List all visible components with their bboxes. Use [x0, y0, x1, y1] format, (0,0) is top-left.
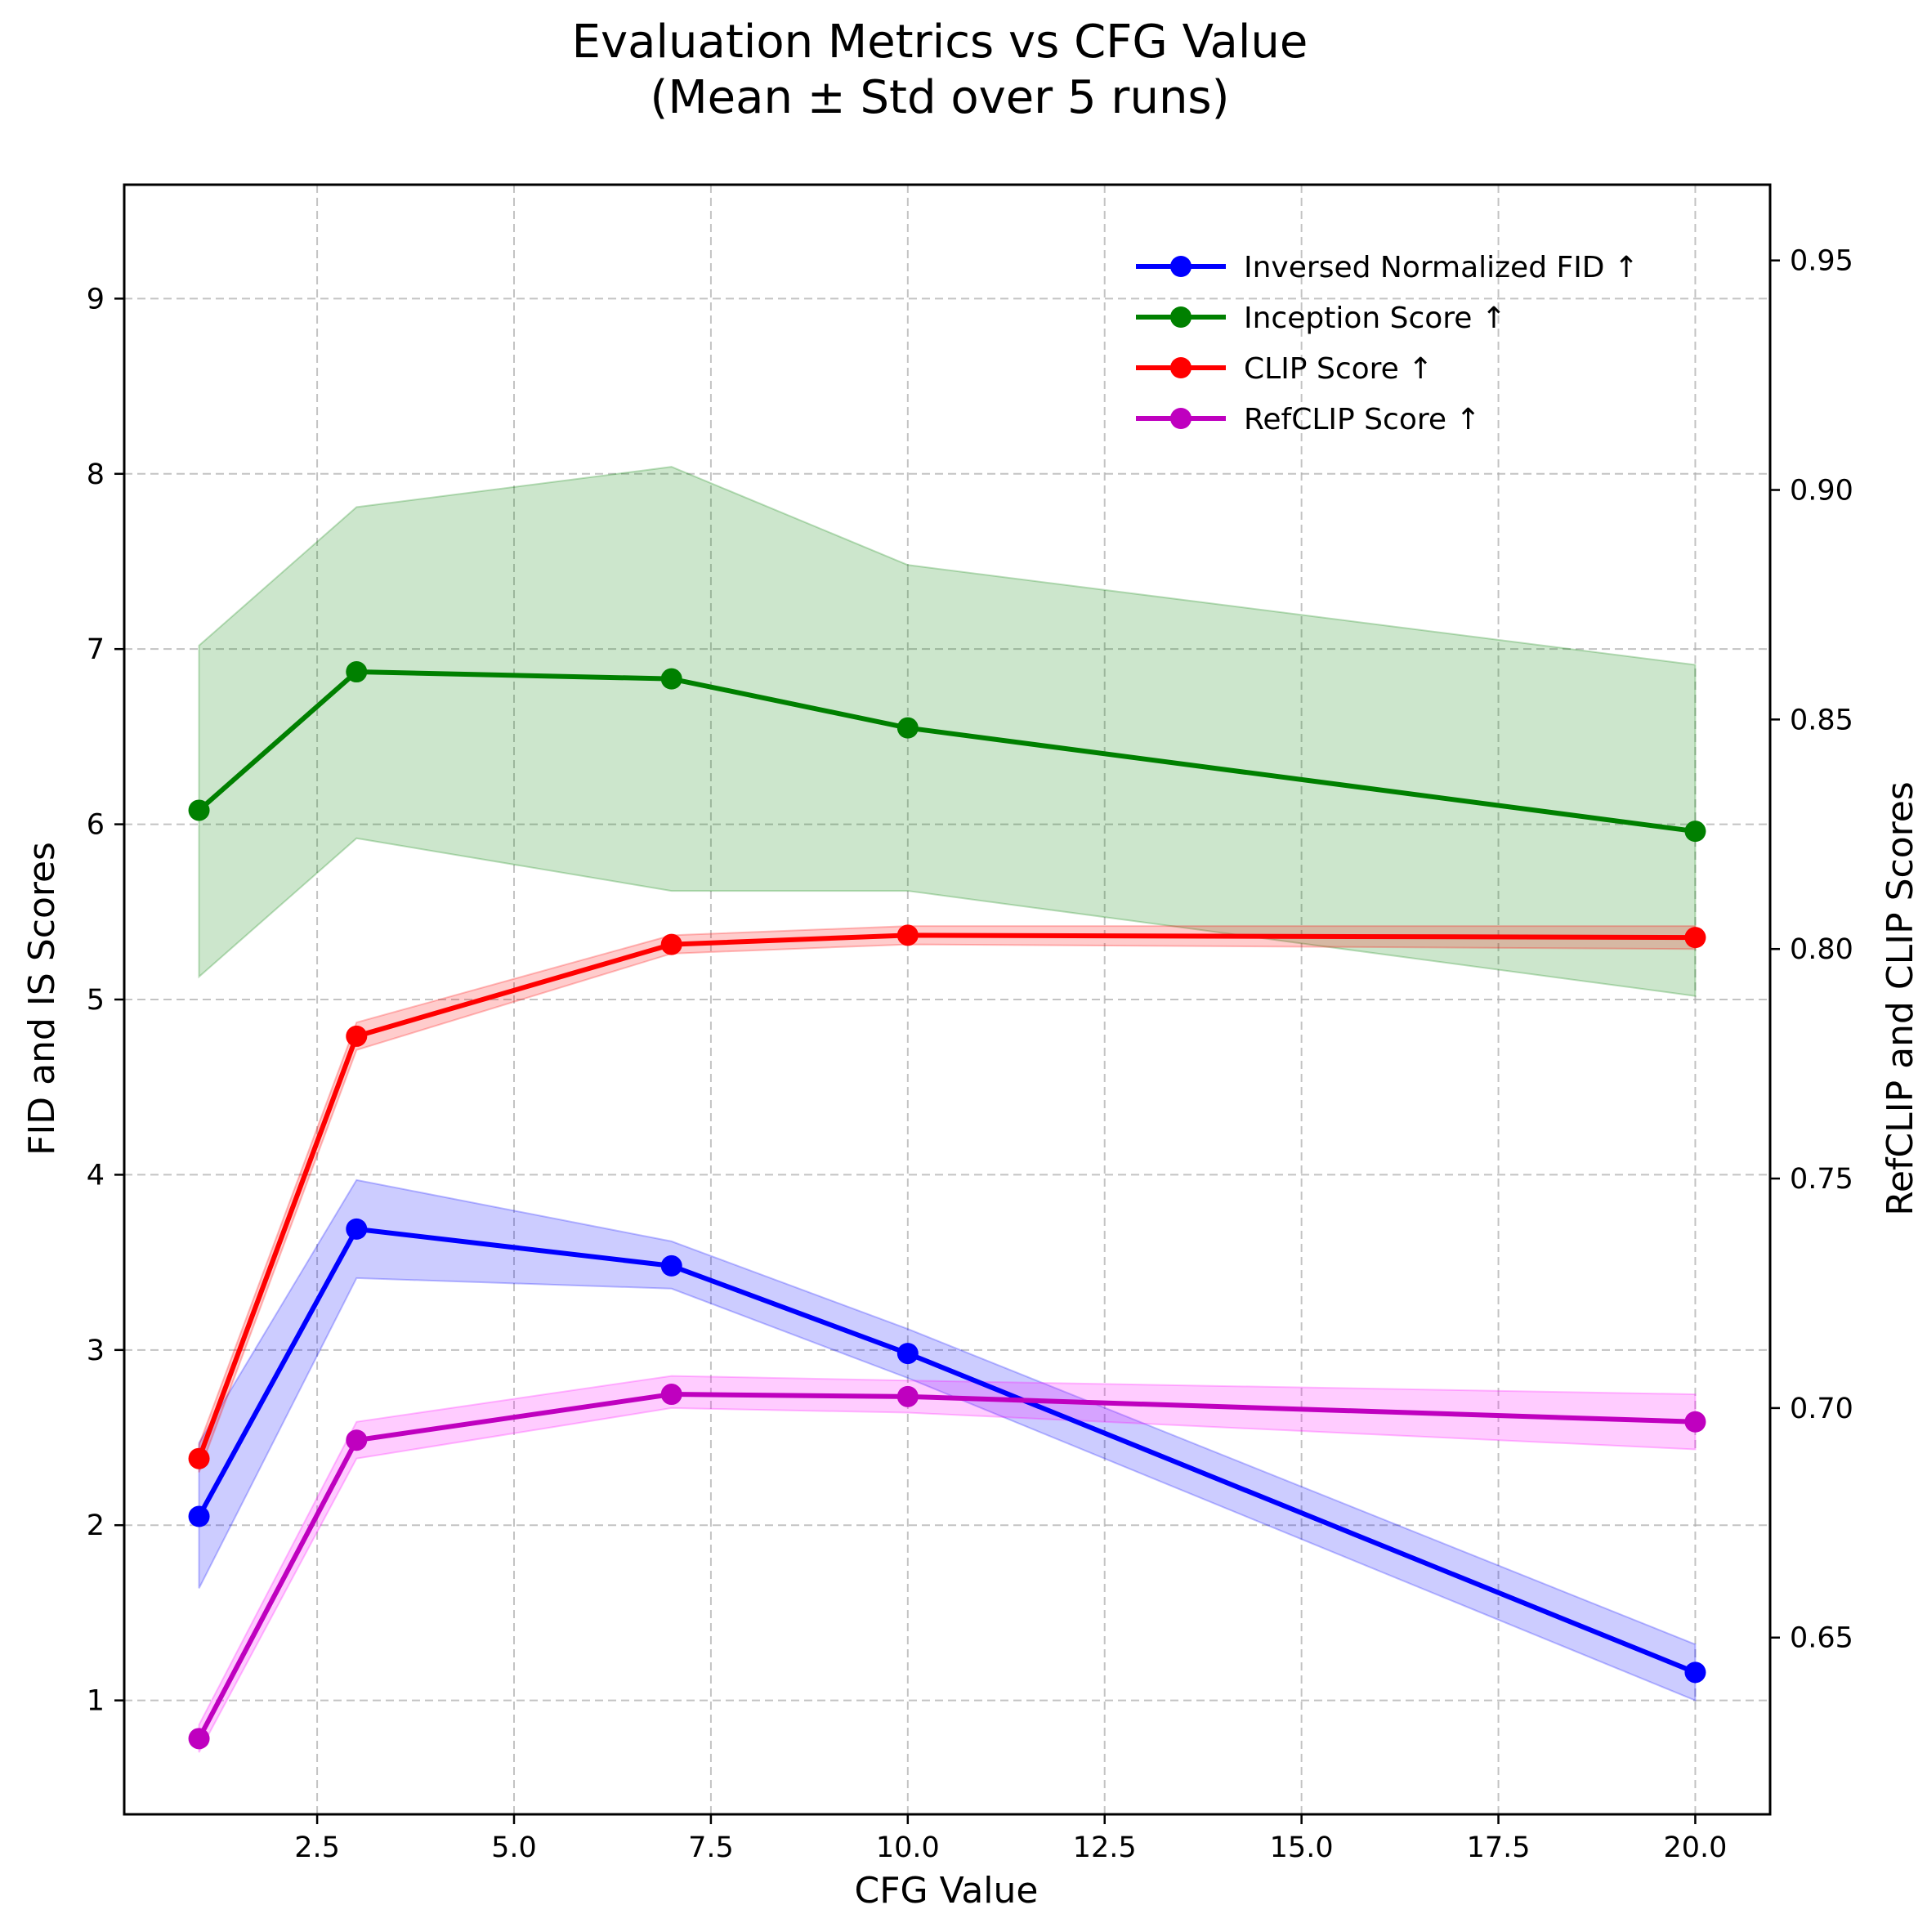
data-point: [1684, 1661, 1706, 1684]
legend-marker: [1170, 408, 1192, 429]
x-tick-label: 17.5: [1467, 1831, 1531, 1864]
y-left-tick-label: 1: [87, 1685, 105, 1718]
x-axis-ticks: 2.5 5.0 7.5 10.0 12.5 15.0 17.5 20.0: [294, 1814, 1727, 1864]
grid: [124, 185, 1770, 1814]
y-left-tick-label: 6: [87, 809, 105, 842]
data-point: [346, 1025, 368, 1047]
y-right-tick-label: 0.75: [1790, 1163, 1853, 1196]
y-right-axis-label: RefCLIP and CLIP Scores: [1880, 781, 1921, 1216]
y-left-tick-label: 3: [87, 1335, 105, 1367]
data-point: [896, 924, 919, 946]
data-point: [346, 661, 368, 683]
y-right-tick-label: 0.70: [1790, 1393, 1853, 1425]
y-left-axis-label: FID and IS Scores: [21, 842, 63, 1156]
y-left-tick-label: 4: [87, 1159, 105, 1192]
y-left-tick-label: 9: [87, 283, 105, 315]
legend-label: Inversed Normalized FID ↑: [1244, 251, 1639, 284]
legend-marker: [1170, 357, 1192, 378]
data-point: [660, 1384, 682, 1406]
y-left-tick-label: 5: [87, 984, 105, 1017]
std-band: [198, 925, 1697, 1473]
y-left-tick-label: 8: [87, 458, 105, 491]
legend-label: RefCLIP Score ↑: [1244, 403, 1481, 436]
chart-subtitle: (Mean ± Std over 5 runs): [651, 71, 1230, 124]
data-point: [1684, 927, 1706, 949]
data-point: [1684, 821, 1706, 843]
data-point: [660, 933, 682, 955]
y-right-tick-label: 0.90: [1790, 475, 1853, 508]
x-tick-label: 15.0: [1270, 1831, 1334, 1864]
data-point: [188, 1447, 210, 1469]
y-left-tick-label: 2: [87, 1509, 105, 1542]
legend-marker: [1170, 306, 1192, 328]
data-point: [346, 1218, 368, 1240]
data-point: [188, 799, 210, 821]
data-point: [660, 668, 682, 690]
y-right-tick-label: 0.65: [1790, 1622, 1853, 1655]
x-axis-label: CFG Value: [855, 1870, 1039, 1912]
y-right-tick-label: 0.80: [1790, 933, 1853, 966]
x-tick-label: 2.5: [294, 1831, 340, 1864]
data-point: [660, 1254, 682, 1277]
series-points: [188, 661, 1706, 1750]
data-point: [346, 1429, 368, 1451]
y-right-tick-label: 0.85: [1790, 704, 1853, 736]
y-left-axis-ticks: 1 2 3 4 5 6 7 8 9: [87, 283, 124, 1718]
legend-label: CLIP Score ↑: [1244, 352, 1433, 386]
x-tick-label: 12.5: [1073, 1831, 1137, 1864]
x-tick-label: 20.0: [1663, 1831, 1727, 1864]
y-left-tick-label: 7: [87, 633, 105, 666]
std-band: [198, 1375, 1697, 1753]
legend-marker: [1170, 256, 1192, 277]
x-tick-label: 5.0: [491, 1831, 537, 1864]
data-point: [896, 1385, 919, 1407]
legend: Inversed Normalized FID ↑ Inception Score…: [1136, 251, 1639, 436]
y-right-axis-ticks: 0.65 0.70 0.75 0.80 0.85 0.90 0.95: [1770, 245, 1853, 1655]
chart-title: Evaluation Metrics vs CFG Value: [572, 16, 1308, 69]
legend-label: Inception Score ↑: [1244, 302, 1506, 335]
x-tick-label: 10.0: [876, 1831, 940, 1864]
y-right-tick-label: 0.95: [1790, 245, 1853, 278]
data-point: [188, 1505, 210, 1527]
data-point: [896, 717, 919, 739]
x-tick-label: 7.5: [688, 1831, 734, 1864]
data-point: [188, 1728, 210, 1750]
data-point: [896, 1343, 919, 1365]
data-point: [1684, 1411, 1706, 1433]
